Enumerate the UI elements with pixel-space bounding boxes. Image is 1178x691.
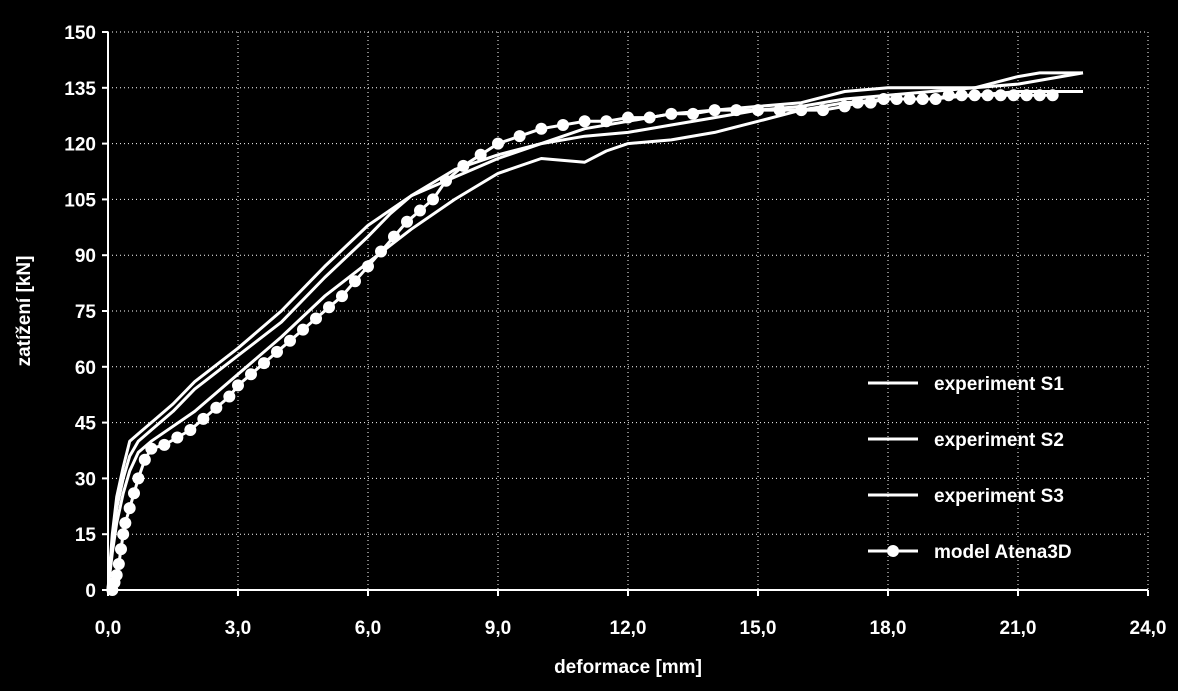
series-point-model-atena3d xyxy=(795,104,807,116)
series-point-model-atena3d xyxy=(427,193,439,205)
series-point-model-atena3d xyxy=(917,93,929,105)
y-tick-label: 60 xyxy=(75,358,96,379)
y-tick-label: 45 xyxy=(75,414,97,435)
series-point-model-atena3d xyxy=(514,130,526,142)
series-point-model-atena3d xyxy=(878,93,890,105)
x-tick-label: 6,0 xyxy=(355,618,381,639)
legend-label: experiment S3 xyxy=(934,486,1064,507)
series-point-model-atena3d xyxy=(271,346,283,358)
series-point-model-atena3d xyxy=(362,260,374,272)
series-point-model-atena3d xyxy=(145,443,157,455)
y-axis-title: zatížení [kN] xyxy=(14,256,35,367)
series-point-model-atena3d xyxy=(904,93,916,105)
series-point-model-atena3d xyxy=(124,502,136,514)
series-point-model-atena3d xyxy=(128,487,140,499)
series-point-model-atena3d xyxy=(995,89,1007,101)
legend-label: experiment S2 xyxy=(934,430,1064,451)
x-tick-label: 9,0 xyxy=(485,618,511,639)
y-tick-label: 90 xyxy=(75,246,96,267)
series-point-model-atena3d xyxy=(492,138,504,150)
series-point-model-atena3d xyxy=(113,558,125,570)
series-point-model-atena3d xyxy=(375,245,387,257)
x-axis-title: deformace [mm] xyxy=(554,657,702,678)
series-point-model-atena3d xyxy=(1008,89,1020,101)
series-point-model-atena3d xyxy=(284,335,296,347)
x-tick-label: 12,0 xyxy=(610,618,647,639)
y-tick-label: 75 xyxy=(75,302,97,323)
series-point-model-atena3d xyxy=(600,115,612,127)
x-tick-label: 18,0 xyxy=(870,618,907,639)
series-point-model-atena3d xyxy=(839,100,851,112)
x-tick-label: 21,0 xyxy=(1000,618,1037,639)
series-point-model-atena3d xyxy=(817,104,829,116)
series-point-model-atena3d xyxy=(930,93,942,105)
y-tick-label: 150 xyxy=(64,23,96,44)
series-point-model-atena3d xyxy=(865,97,877,109)
series-point-model-atena3d xyxy=(969,89,981,101)
series-point-model-atena3d xyxy=(232,379,244,391)
series-point-model-atena3d xyxy=(622,112,634,124)
y-tick-label: 0 xyxy=(85,581,96,602)
series-point-model-atena3d xyxy=(349,275,361,287)
y-tick-label: 105 xyxy=(64,190,96,211)
series-point-model-atena3d xyxy=(210,402,222,414)
series-point-model-atena3d xyxy=(184,424,196,436)
series-point-model-atena3d xyxy=(388,231,400,243)
series-point-model-atena3d xyxy=(139,454,151,466)
legend-label: model Atena3D xyxy=(934,542,1072,563)
series-point-model-atena3d xyxy=(1034,89,1046,101)
series-point-model-atena3d xyxy=(709,104,721,116)
series-point-model-atena3d xyxy=(943,89,955,101)
series-point-model-atena3d xyxy=(245,368,257,380)
x-tick-label: 24,0 xyxy=(1130,618,1167,639)
series-point-model-atena3d xyxy=(115,543,127,555)
series-point-model-atena3d xyxy=(774,104,786,116)
series-point-model-atena3d xyxy=(440,175,452,187)
series-point-model-atena3d xyxy=(982,89,994,101)
x-tick-label: 15,0 xyxy=(740,618,777,639)
series-point-model-atena3d xyxy=(223,391,235,403)
series-point-model-atena3d xyxy=(132,472,144,484)
y-tick-label: 30 xyxy=(75,469,96,490)
series-point-model-atena3d xyxy=(730,104,742,116)
series-point-model-atena3d xyxy=(752,104,764,116)
series-point-model-atena3d xyxy=(891,93,903,105)
x-tick-label: 3,0 xyxy=(225,618,251,639)
series-point-model-atena3d xyxy=(956,89,968,101)
series-point-model-atena3d xyxy=(310,312,322,324)
series-point-model-atena3d xyxy=(297,324,309,336)
legend-label: experiment S1 xyxy=(934,374,1064,395)
series-point-model-atena3d xyxy=(665,108,677,120)
legend-marker xyxy=(887,545,899,557)
series-point-model-atena3d xyxy=(323,301,335,313)
series-point-model-atena3d xyxy=(117,528,129,540)
series-point-model-atena3d xyxy=(111,569,123,581)
x-tick-label: 0,0 xyxy=(95,618,121,639)
series-point-model-atena3d xyxy=(336,290,348,302)
series-point-model-atena3d xyxy=(171,431,183,443)
series-point-model-atena3d xyxy=(852,97,864,109)
series-point-model-atena3d xyxy=(1047,89,1059,101)
series-point-model-atena3d xyxy=(687,108,699,120)
series-point-model-atena3d xyxy=(414,205,426,217)
y-tick-label: 15 xyxy=(75,525,97,546)
series-point-model-atena3d xyxy=(579,115,591,127)
series-point-model-atena3d xyxy=(119,517,131,529)
series-point-model-atena3d xyxy=(158,439,170,451)
series-point-model-atena3d xyxy=(1021,89,1033,101)
series-point-model-atena3d xyxy=(258,357,270,369)
series-point-model-atena3d xyxy=(535,123,547,135)
series-point-model-atena3d xyxy=(457,160,469,172)
y-tick-label: 120 xyxy=(64,135,96,156)
series-point-model-atena3d xyxy=(557,119,569,131)
y-tick-label: 135 xyxy=(64,79,96,100)
series-point-model-atena3d xyxy=(401,216,413,228)
series-point-model-atena3d xyxy=(197,413,209,425)
series-point-model-atena3d xyxy=(475,149,487,161)
series-point-model-atena3d xyxy=(644,112,656,124)
